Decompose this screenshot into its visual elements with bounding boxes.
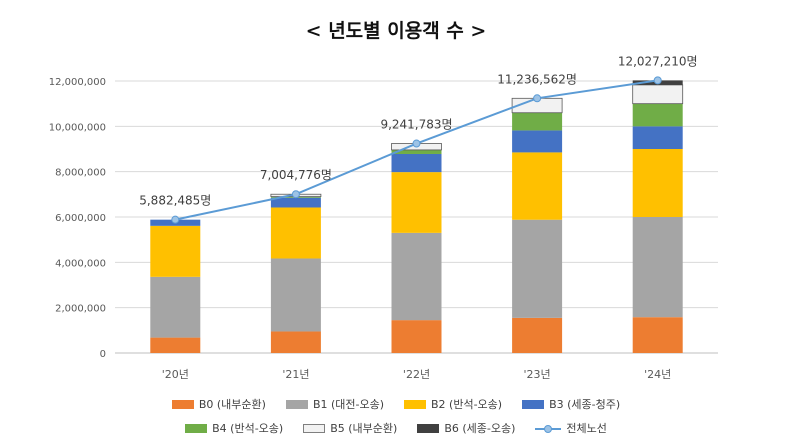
legend-swatch-b1 bbox=[285, 399, 308, 409]
legend-label-b0: B0 (내부순환) bbox=[198, 398, 266, 411]
bar-segment-b4 bbox=[391, 149, 442, 154]
x-tick-label: '22년 bbox=[403, 368, 430, 381]
x-tick-label: '21년 bbox=[282, 368, 309, 381]
legend-item-b5: B5 (내부순환) bbox=[303, 420, 397, 436]
total-point bbox=[412, 139, 421, 148]
total-point bbox=[653, 76, 662, 85]
legend-item-b1: B1 (대전-오송) bbox=[285, 396, 385, 412]
legend-item-b2: B2 (반석-오송) bbox=[404, 396, 502, 412]
legend-swatch-b0 bbox=[171, 399, 194, 409]
legend-swatch-b2 bbox=[404, 399, 427, 409]
chart-plot: 0 2,000,000 4,000,000 6,000,000 8,000,000 10,… bbox=[49, 54, 718, 381]
bar-segment-b2 bbox=[632, 149, 683, 217]
legend-row-2: B4 (반석-오송) B5 (내부순환) B6 (세종-오송) 전체노선 bbox=[0, 420, 792, 436]
total-data-label: 7,004,776명 bbox=[260, 168, 332, 182]
legend-label-b4: B4 (반석-오송) bbox=[212, 422, 284, 435]
bar-segment-b5 bbox=[632, 84, 684, 105]
bar-segment-b4 bbox=[512, 112, 563, 131]
total-point bbox=[533, 94, 542, 103]
x-tick-label: '23년 bbox=[524, 368, 551, 381]
bar-segment-b2 bbox=[270, 207, 321, 259]
legend-item-b4: B4 (반석-오송) bbox=[185, 420, 283, 436]
y-tick-label: 8,000,000 bbox=[55, 168, 106, 179]
total-point bbox=[171, 215, 180, 224]
legend-swatch-b4 bbox=[185, 423, 208, 433]
total-data-label: 11,236,562명 bbox=[497, 72, 577, 86]
y-tick-label: 12,000,000 bbox=[49, 77, 106, 88]
bar-segment-b0 bbox=[270, 331, 321, 353]
total-data-label: 9,241,783명 bbox=[380, 118, 452, 132]
legend-swatch-b5 bbox=[303, 423, 326, 433]
bar-segment-b3 bbox=[632, 126, 683, 149]
x-tick-label: '24년 bbox=[644, 368, 671, 381]
legend-line-key bbox=[535, 424, 562, 433]
bar-segment-b2 bbox=[391, 172, 442, 233]
legend-label-b5: B5 (내부순환) bbox=[330, 422, 398, 435]
legend-label-b3: B3 (세종-청주) bbox=[549, 398, 621, 411]
bar-segment-b1 bbox=[632, 217, 683, 318]
y-tick-label: 6,000,000 bbox=[55, 213, 106, 224]
total-point bbox=[291, 190, 300, 199]
bar-segment-b3 bbox=[512, 130, 563, 153]
bar-segment-b1 bbox=[270, 258, 321, 332]
legend-label-b1: B1 (대전-오송) bbox=[312, 398, 385, 411]
y-tick-label: 2,000,000 bbox=[55, 304, 106, 315]
bar-segment-b1 bbox=[150, 276, 201, 338]
bar-segment-b0 bbox=[632, 317, 683, 353]
bar-segment-b1 bbox=[391, 232, 442, 321]
bar-segment-b0 bbox=[512, 317, 563, 353]
bar-segment-b1 bbox=[512, 219, 563, 318]
bar-segment-b3 bbox=[270, 197, 321, 208]
bar-segment-b4 bbox=[632, 103, 683, 127]
bar-segment-b2 bbox=[150, 225, 201, 277]
bar-segment-b0 bbox=[391, 320, 442, 353]
y-tick-label: 10,000,000 bbox=[49, 122, 106, 133]
legend-item-b0: B0 (내부순환) bbox=[171, 396, 266, 412]
legend-item-b3: B3 (세종-청주) bbox=[522, 396, 620, 412]
legend-label-total: 전체노선 bbox=[566, 422, 607, 435]
legend-row-1: B0 (내부순환) B1 (대전-오송) B2 (반석-오송) B3 (세종-청… bbox=[0, 396, 792, 412]
legend-label-b6: B6 (세종-오송) bbox=[444, 422, 516, 435]
x-tick-label: '20년 bbox=[162, 368, 189, 381]
y-tick-label: 4,000,000 bbox=[55, 258, 106, 269]
legend-swatch-b6 bbox=[417, 423, 440, 433]
chart-title: < 년도별 이용객 수 > bbox=[305, 20, 487, 42]
legend-label-b2: B2 (반석-오송) bbox=[431, 398, 503, 411]
y-tick-label: 0 bbox=[100, 349, 106, 360]
legend-item-total: 전체노선 bbox=[535, 420, 607, 436]
legend-item-b6: B6 (세종-오송) bbox=[417, 420, 515, 436]
bar-segment-b2 bbox=[512, 152, 563, 220]
total-data-label: 12,027,210명 bbox=[618, 54, 698, 68]
bar-segment-b0 bbox=[150, 337, 201, 353]
total-data-label: 5,882,485명 bbox=[139, 194, 211, 208]
legend-swatch-b3 bbox=[522, 399, 545, 409]
bar-segment-b3 bbox=[391, 153, 442, 173]
